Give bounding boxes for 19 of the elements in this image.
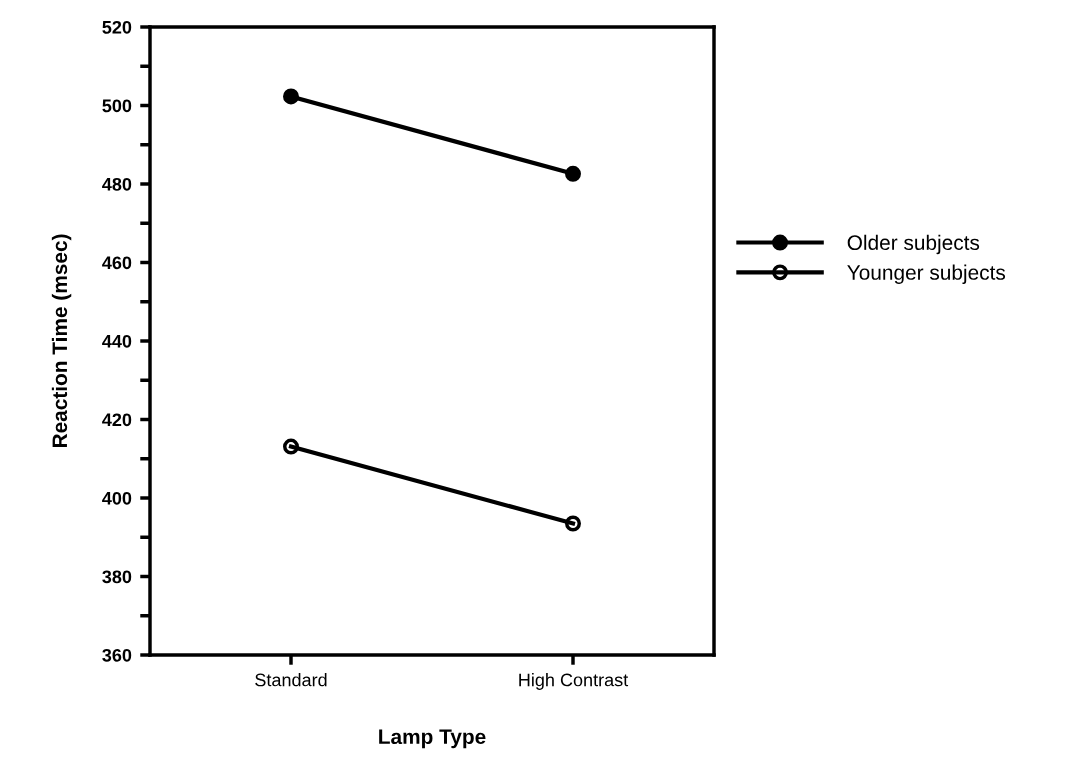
- point: [283, 438, 299, 455]
- y-tick-label: 400: [102, 491, 132, 505]
- y-tick-label: 520: [102, 20, 132, 34]
- x-tick-label: High Contrast: [519, 673, 629, 690]
- point: [565, 515, 581, 532]
- y-tick-label: 440: [102, 334, 132, 348]
- x-axis-title: Lamp Type: [379, 729, 486, 749]
- y-tick-label: 460: [102, 256, 132, 270]
- point: [283, 88, 299, 105]
- y-axis-title: Reaction Time (msec): [51, 234, 72, 448]
- y-tick-label: 380: [102, 570, 132, 584]
- legend-label: Older subjects: [847, 234, 980, 255]
- y-tick-label: 360: [102, 648, 132, 662]
- point: [565, 165, 581, 182]
- x-tick-label: Standard: [255, 673, 327, 687]
- y-tick-label: 420: [102, 413, 132, 427]
- legend-label: Younger subjects: [847, 264, 1006, 284]
- y-tick-label: 500: [102, 99, 132, 113]
- y-tick-label: 480: [102, 177, 132, 191]
